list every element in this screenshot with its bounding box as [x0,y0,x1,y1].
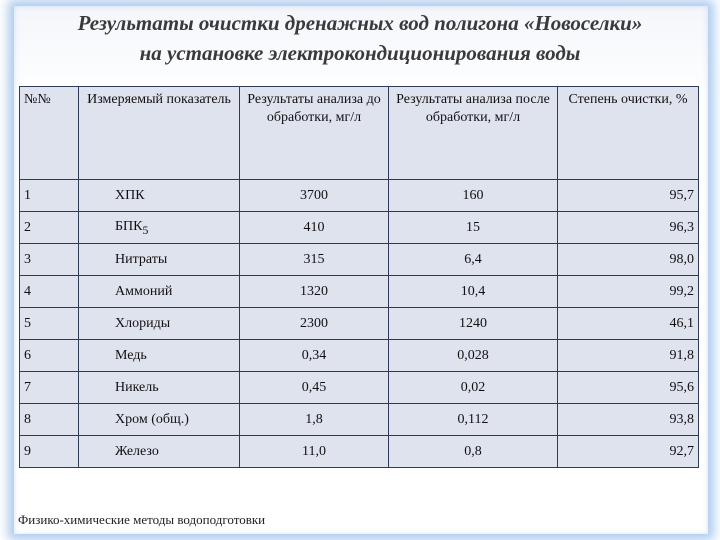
cell-number: 2 [19,211,79,244]
cell-indicator: Железо [78,435,240,468]
cell-after: 0,028 [388,339,558,372]
cell-degree: 99,2 [557,275,699,308]
cell-number: 4 [19,275,79,308]
cell-before: 0,45 [239,371,389,404]
table-row: 1 ХПК 3700 160 95,7 [19,179,699,212]
cell-number: 1 [19,179,79,212]
cell-before: 1,8 [239,403,389,436]
table-row: 5 Хлориды 2300 1240 46,1 [19,307,699,340]
cell-after: 10,4 [388,275,558,308]
cell-degree: 95,7 [557,179,699,212]
header-after: Результаты анализа после обработки, мг/л [388,86,558,180]
cell-degree: 93,8 [557,403,699,436]
results-table: №№ Измеряемый показатель Результаты анал… [19,86,699,468]
cell-degree: 91,8 [557,339,699,372]
cell-indicator: Медь [78,339,240,372]
cell-after: 15 [388,211,558,244]
table-row: 9 Железо 11,0 0,8 92,7 [19,435,699,468]
table-row: 4 Аммоний 1320 10,4 99,2 [19,275,699,308]
cell-degree: 95,6 [557,371,699,404]
cell-after: 6,4 [388,243,558,276]
cell-after: 0,02 [388,371,558,404]
cell-number: 8 [19,403,79,436]
cell-degree: 98,0 [557,243,699,276]
cell-before: 11,0 [239,435,389,468]
cell-before: 315 [239,243,389,276]
cell-before: 1320 [239,275,389,308]
header-degree: Степень очистки, % [557,86,699,180]
cell-after: 0,8 [388,435,558,468]
cell-before: 3700 [239,179,389,212]
table-row: 7 Никель 0,45 0,02 95,6 [19,371,699,404]
cell-indicator: БПК5 [78,211,240,244]
cell-degree: 92,7 [557,435,699,468]
header-indicator: Измеряемый показатель [78,86,240,180]
header-number: №№ [19,86,79,180]
cell-after: 160 [388,179,558,212]
cell-indicator: ХПК [78,179,240,212]
cell-indicator: Хром (общ.) [78,403,240,436]
cell-number: 5 [19,307,79,340]
footer-caption: Физико-химические методы водоподготовки [18,512,266,527]
cell-indicator: Аммоний [78,275,240,308]
cell-before: 2300 [239,307,389,340]
subscript: 5 [142,223,149,237]
slide-title: Результаты очистки дренажных вод полигон… [0,8,720,68]
cell-before: 0,34 [239,339,389,372]
cell-before: 410 [239,211,389,244]
title-line-1: Результаты очистки дренажных вод полигон… [77,11,643,35]
table-row: 8 Хром (общ.) 1,8 0,112 93,8 [19,403,699,436]
cell-degree: 96,3 [557,211,699,244]
cell-number: 6 [19,339,79,372]
table-row: 2 БПК5 410 15 96,3 [19,211,699,244]
header-before: Результаты анализа до обработки, мг/л [239,86,389,180]
cell-degree: 46,1 [557,307,699,340]
cell-number: 7 [19,371,79,404]
cell-indicator: Никель [78,371,240,404]
cell-number: 3 [19,243,79,276]
title-line-2: на установке электрокондиционирования во… [139,41,581,65]
cell-after: 1240 [388,307,558,340]
table-row: 6 Медь 0,34 0,028 91,8 [19,339,699,372]
cell-indicator: Хлориды [78,307,240,340]
cell-number: 9 [19,435,79,468]
table-body: 1 ХПК 3700 160 95,7 2 БПК5 410 15 96,3 3 Нитраты 315… [19,179,699,468]
table-header-row: №№ Измеряемый показатель Результаты анал… [19,86,699,180]
cell-indicator: Нитраты [78,243,240,276]
table-row: 3 Нитраты 315 6,4 98,0 [19,243,699,276]
cell-after: 0,112 [388,403,558,436]
